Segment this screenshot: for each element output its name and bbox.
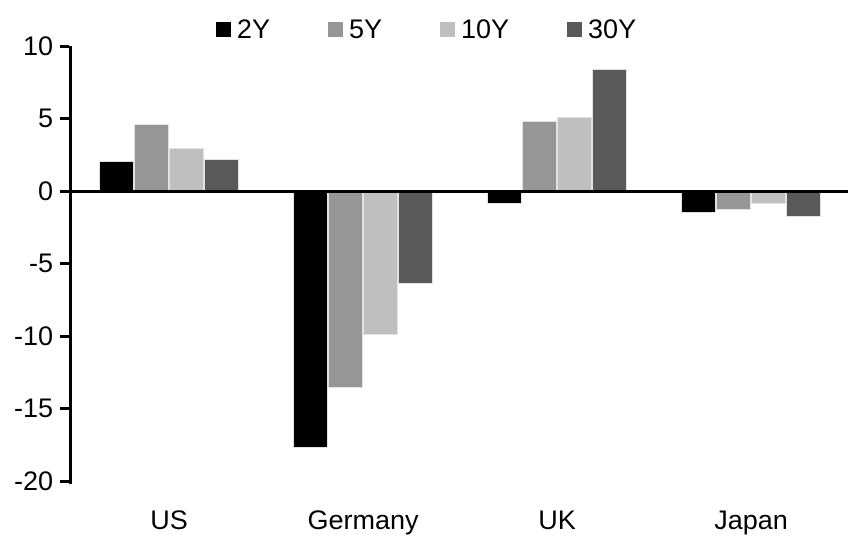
- legend-label: 2Y: [236, 13, 270, 44]
- legend-item-2y: 2Y: [215, 13, 270, 44]
- y-axis-tick: [60, 117, 69, 120]
- legend-label: 30Y: [588, 13, 637, 44]
- x-axis-zero-line: [69, 189, 848, 193]
- bar-uk-10y: [557, 117, 592, 191]
- bar-uk-30y: [592, 69, 627, 191]
- bar-germany-10y: [363, 191, 398, 335]
- y-axis-tick: [60, 262, 69, 265]
- y-axis-tick: [60, 334, 69, 338]
- y-axis-tick-label: 0: [37, 175, 53, 206]
- legend-item-30y: 30Y: [567, 13, 637, 44]
- y-axis-tick-label: -10: [13, 320, 53, 351]
- bar-us-10y: [169, 147, 204, 191]
- legend-swatch-icon: [215, 21, 231, 37]
- x-axis-category-label: Germany: [307, 505, 419, 535]
- legend-item-5y: 5Y: [327, 13, 382, 44]
- legend-item-10y: 10Y: [439, 13, 510, 44]
- bar-uk-5y: [522, 121, 557, 191]
- bar-germany-30y: [398, 191, 433, 284]
- x-axis-category-label: US: [150, 505, 188, 535]
- chart-legend: 2Y 5Y 10Y 30Y: [0, 12, 852, 46]
- y-axis-tick: [60, 407, 69, 410]
- y-axis-tick-label: 5: [37, 103, 53, 133]
- bar-japan-5y: [716, 191, 751, 210]
- y-axis-tick-label: -5: [28, 248, 53, 278]
- bar-us-30y: [204, 159, 239, 191]
- legend-swatch-icon: [567, 21, 583, 37]
- bar-germany-2y: [293, 191, 328, 448]
- y-axis-tick-label: 10: [22, 30, 53, 61]
- y-axis-tick-label: -20: [13, 465, 53, 496]
- y-axis-tick-label: -15: [13, 393, 53, 423]
- legend-swatch-icon: [439, 21, 455, 37]
- bar-japan-2y: [681, 191, 716, 213]
- bar-germany-5y: [328, 191, 363, 389]
- legend-swatch-icon: [327, 21, 343, 37]
- legend-label: 10Y: [460, 13, 510, 44]
- y-axis-tick: [60, 479, 69, 483]
- bar-japan-10y: [751, 191, 786, 205]
- x-axis-category-label: Japan: [714, 505, 788, 535]
- y-axis-tick: [60, 44, 69, 48]
- x-axis-category-label: UK: [538, 505, 576, 535]
- bar-japan-30y: [786, 191, 821, 218]
- y-axis-line: [69, 46, 72, 484]
- y-axis-tick: [60, 189, 69, 193]
- bar-uk-2y: [487, 191, 522, 205]
- legend-label: 5Y: [348, 13, 382, 44]
- bar-us-2y: [99, 160, 134, 191]
- bar-us-5y: [134, 124, 169, 191]
